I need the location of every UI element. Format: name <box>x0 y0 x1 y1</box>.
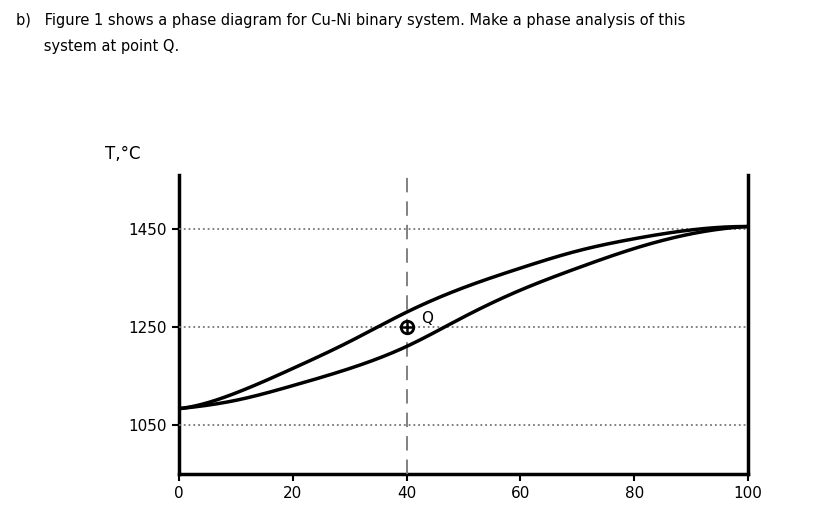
Text: b)   Figure 1 shows a phase diagram for Cu-Ni binary system. Make a phase analys: b) Figure 1 shows a phase diagram for Cu… <box>16 13 685 28</box>
Text: system at point Q.: system at point Q. <box>16 39 180 54</box>
Text: T,°C: T,°C <box>105 145 141 163</box>
Text: Q: Q <box>421 311 433 326</box>
